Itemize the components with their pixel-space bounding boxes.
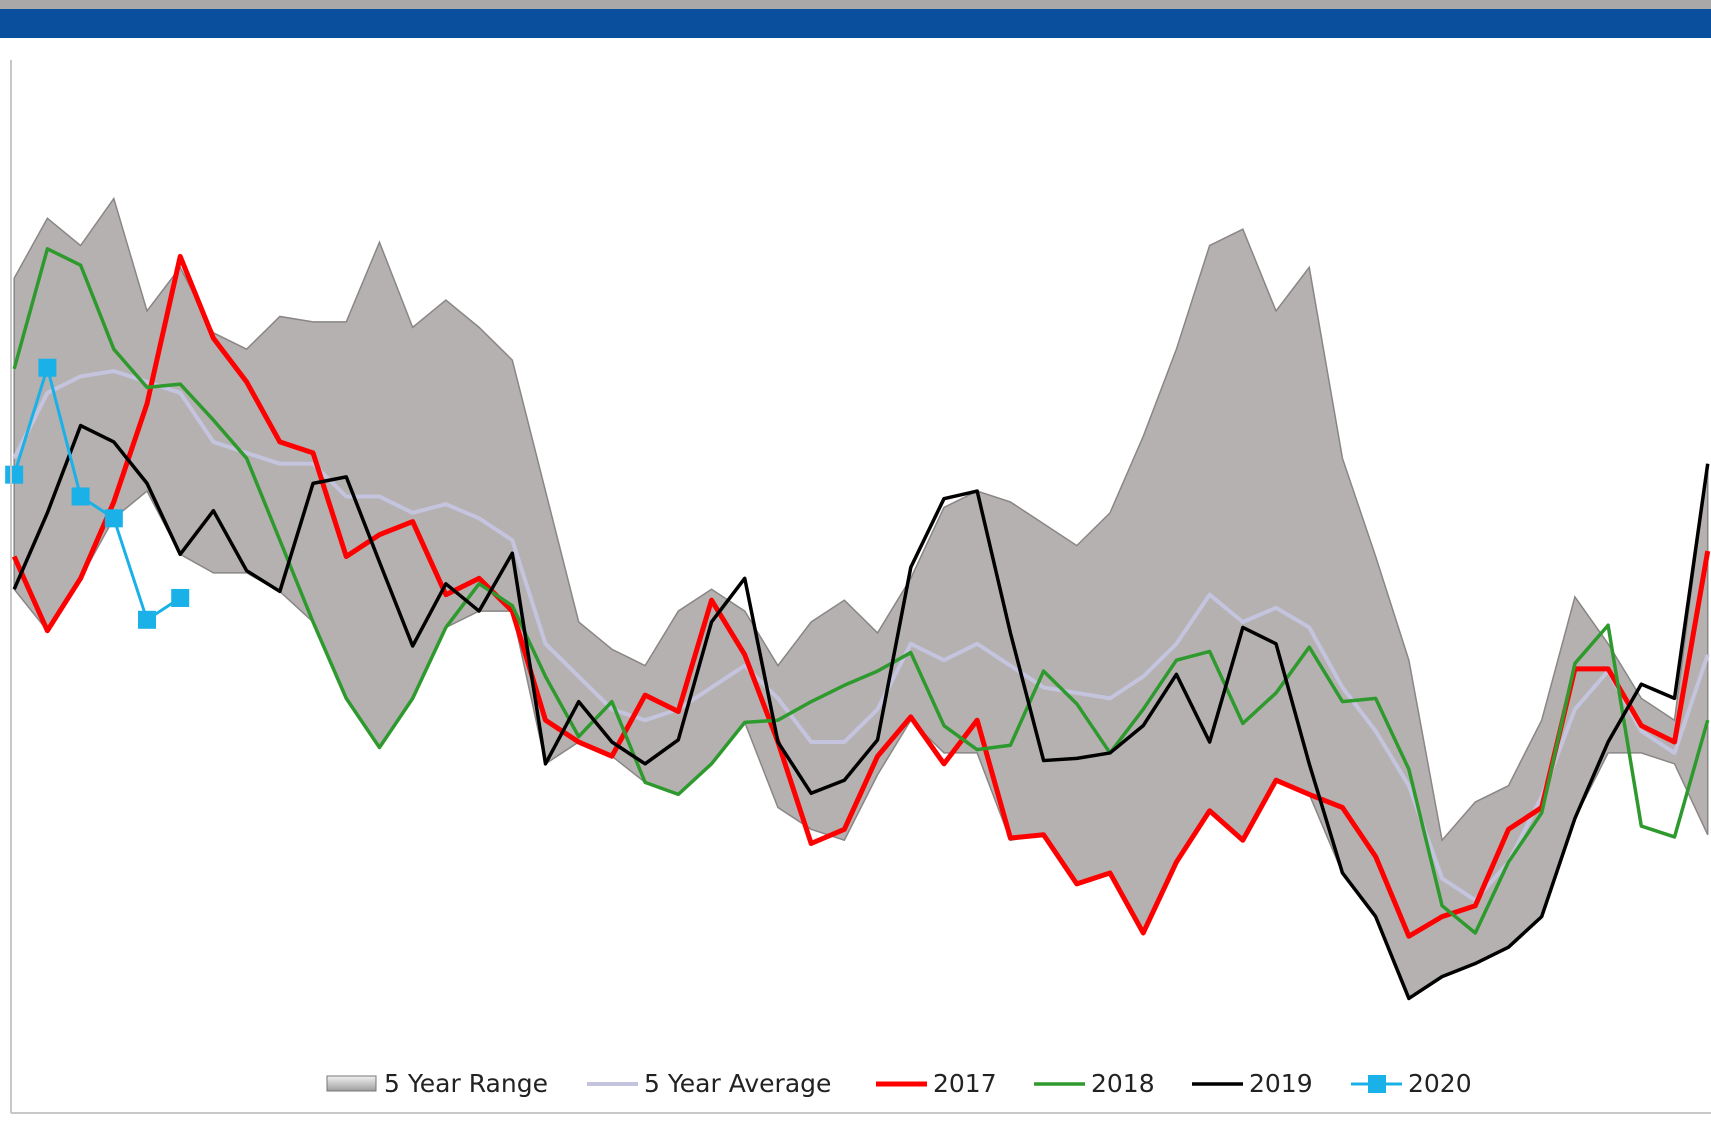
- legend-label: 2018: [1091, 1069, 1155, 1098]
- legend-label: 2017: [933, 1069, 997, 1098]
- top-strip: [0, 0, 1711, 9]
- series-marker: [71, 487, 90, 506]
- plot-area: [5, 196, 1711, 1001]
- legend-label: 5 Year Average: [644, 1069, 831, 1098]
- series-line: [12, 423, 1710, 1001]
- series-marker: [5, 465, 24, 484]
- series-marker: [38, 358, 57, 377]
- series-marker: [171, 588, 190, 607]
- legend-label: 2020: [1408, 1069, 1472, 1098]
- legend: 5 Year Range 5 Year Average 2017 2018 2019 20…: [326, 1069, 1472, 1098]
- legend-label: 2019: [1249, 1069, 1313, 1098]
- series-marker: [138, 610, 157, 629]
- legend-label: 5 Year Range: [384, 1069, 548, 1098]
- series-line: [12, 247, 1710, 935]
- legend-swatch: [326, 1075, 377, 1092]
- header-bar: [0, 9, 1711, 38]
- legend-marker: [1368, 1075, 1386, 1093]
- series-marker: [104, 509, 123, 528]
- range-area: [13, 196, 1709, 1000]
- series-line: [11, 253, 1711, 939]
